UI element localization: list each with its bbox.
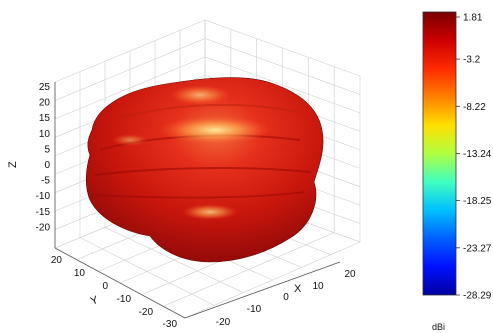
colorbar-ticks: 1.81 -3.2 -8.22 -13.24 -18.25 -23.27 -28.29 — [456, 13, 492, 302]
grid-line — [54, 38, 206, 101]
x-tick-label: -10 — [247, 304, 262, 315]
colorbar-unit: dBi — [432, 322, 445, 332]
y-tick-label: -30 — [163, 319, 178, 330]
z-tick-label: -15 — [36, 207, 51, 218]
grid-line — [204, 19, 361, 77]
z-tick-label: 15 — [39, 113, 51, 124]
grid-line — [54, 19, 206, 83]
y-tick-label: 10 — [74, 268, 86, 279]
axis-box-edges — [54, 82, 341, 319]
z-tick-label: 5 — [44, 144, 50, 155]
y-tick-label: -10 — [117, 294, 132, 305]
colorbar-tick-label: -3.2 — [463, 55, 481, 66]
z-tick-label: -20 — [36, 222, 51, 233]
y-axis-ticks: -30 -20 -10 0 10 20 — [51, 255, 178, 330]
z-tick-label: 10 — [39, 129, 51, 140]
x-tick-label: -20 — [216, 317, 231, 328]
y-tick-label: -20 — [139, 307, 154, 318]
z-tick-label: 25 — [39, 82, 51, 93]
colorbar-tick-label: -13.24 — [463, 149, 492, 160]
grid-line — [204, 56, 361, 114]
colorbar-gradient — [422, 11, 457, 296]
colorbar: 1.81 -3.2 -8.22 -13.24 -18.25 -23.27 -28.29 dB… — [422, 11, 492, 332]
x-axis-ticks: -20 -10 0 10 20 — [216, 269, 356, 328]
z-tick-label: -10 — [36, 191, 51, 202]
z-tick-label: -5 — [41, 176, 50, 187]
radiation-surface — [85, 77, 324, 263]
colorbar-tick-label: 1.81 — [463, 13, 483, 24]
y-tick-label: 0 — [102, 281, 108, 292]
colorbar-tick-label: -18.25 — [463, 196, 492, 207]
y-tick-label: 20 — [51, 255, 63, 266]
z-axis-ticks: 25 20 15 10 5 0 -5 -10 -15 -20 — [36, 82, 51, 233]
x-tick-label: 10 — [312, 281, 324, 292]
z-tick-label: 0 — [44, 160, 50, 171]
x-tick-label: 20 — [344, 269, 356, 280]
colorbar-tick-label: -28.29 — [463, 291, 492, 302]
z-axis-label: Z — [7, 161, 19, 168]
y-axis-label: Y — [89, 294, 101, 308]
grid-line — [184, 241, 361, 319]
z-tick-label: 20 — [39, 98, 51, 109]
grid-line — [54, 56, 206, 120]
x-tick-label: 0 — [283, 292, 289, 303]
grid-line — [204, 38, 361, 95]
colorbar-tick-label: -8.22 — [463, 102, 486, 113]
colorbar-tick-label: -23.27 — [463, 243, 492, 254]
x-axis-label: X — [294, 283, 302, 295]
